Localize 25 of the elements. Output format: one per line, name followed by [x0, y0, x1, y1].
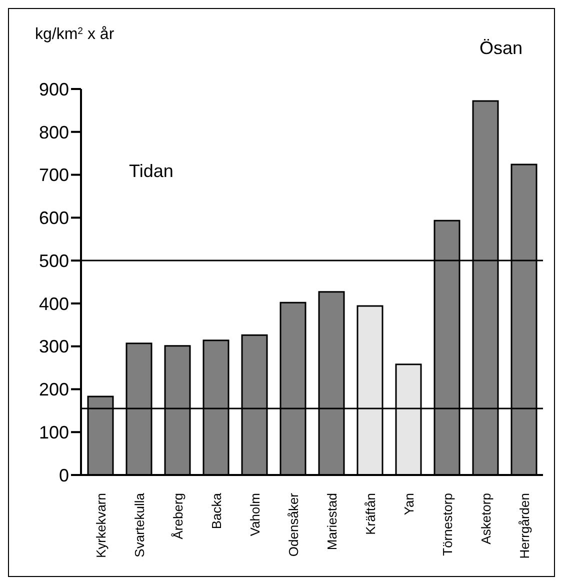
y-tick-label: 600 — [38, 208, 69, 228]
y-axis-title: kg/km$^{2}$ x år — [35, 26, 115, 43]
x-tick-label: Åreberg — [170, 493, 186, 540]
y-tick-label: 200 — [38, 380, 69, 400]
x-tick-label: Törnestorp — [440, 493, 455, 556]
x-tick-label: Herrgården — [516, 493, 532, 559]
y-tick-label: 300 — [38, 336, 69, 357]
text: Ösan — [479, 38, 523, 58]
y-tick-label: 500 — [38, 250, 69, 271]
x-tick-label: Svartekulla — [132, 492, 147, 558]
x-tick-label: Kyrkekvarn — [93, 493, 108, 558]
x-tick-label: Asketorp — [478, 493, 494, 544]
x-tick-label: Kräftån — [362, 493, 378, 535]
y-tick-label: 900 — [38, 79, 69, 100]
x-tick-label: Odensåker — [286, 492, 301, 557]
y-tick-label: 800 — [38, 122, 69, 142]
y-tick-label: 100 — [38, 422, 69, 442]
x-tick-label: Mariestad — [324, 493, 340, 550]
annotation: Tidan — [129, 161, 174, 181]
y-tick-label: 400 — [38, 294, 69, 314]
y-tick-label: 700 — [38, 165, 69, 186]
x-tick-label: Vaholm — [247, 493, 262, 536]
x-tick-label: Yan — [401, 493, 416, 516]
y-tick-label: 0 — [58, 465, 69, 486]
x-tick-label: Backa — [208, 492, 224, 530]
